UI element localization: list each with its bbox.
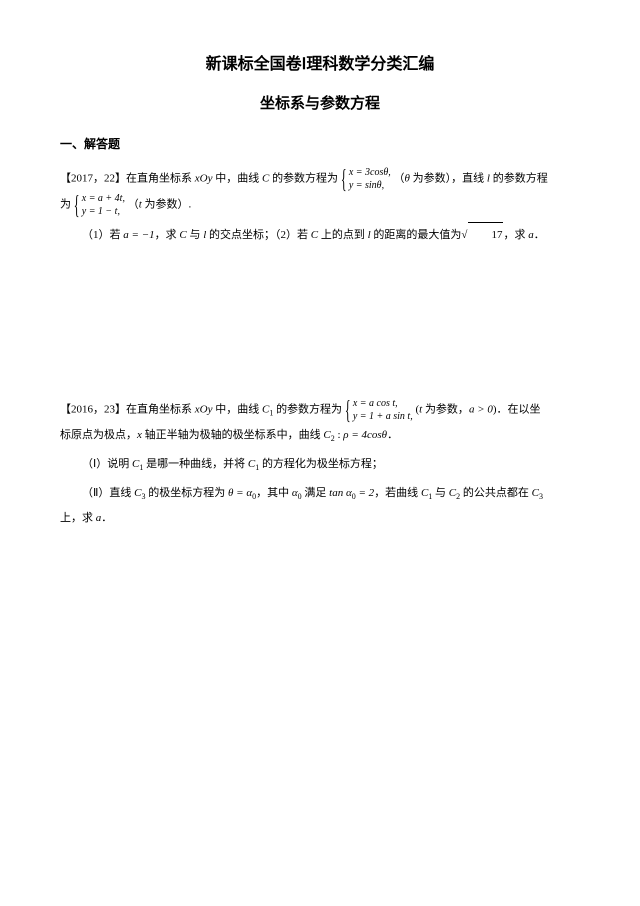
problem2-line-last: 上，求 a．: [60, 506, 580, 530]
tan-alpha0: tan α: [329, 487, 352, 499]
problem-line-2: 为 x = a + 4t, y = 1 − t, （t 为参数）.: [60, 192, 580, 218]
document-page: 新课标全国卷Ⅰ理科数学分类汇编 坐标系与参数方程 一、解答题 【2017，22】…: [0, 0, 640, 906]
problem-2016-23: 【2016，23】在直角坐标系 xOy 中，曲线 C1 的参数方程为 x = a…: [60, 397, 580, 530]
problem2-line-1: 【2016，23】在直角坐标系 xOy 中，曲线 C1 的参数方程为 x = a…: [60, 397, 580, 423]
a-gt-0: a > 0: [469, 404, 493, 416]
var-C2: C: [323, 429, 330, 441]
vertical-spacer: [60, 257, 580, 397]
problem-tag: 【2016，23】: [60, 404, 126, 416]
param-eq-line-l: x = a + 4t, y = 1 − t,: [74, 192, 125, 218]
problem-questions: （1）若 a = −1，求 C 与 l 的交点坐标；（2）若 C 上的点到 l …: [60, 222, 580, 247]
problem2-q1: （Ⅰ）说明 C1 是哪一种曲线，并将 C1 的方程化为极坐标方程；: [60, 452, 580, 477]
problem-tag: 【2017，22】: [60, 173, 126, 185]
sqrt-icon: [461, 229, 467, 241]
problem-2017-22: 【2017，22】在直角坐标系 xOy 中，曲线 C 的参数方程为 x = 3c…: [60, 166, 580, 247]
param-eq-curve-C1: x = a cos t, y = 1 + a sin t,: [345, 397, 413, 423]
sub-title: 坐标系与参数方程: [60, 92, 580, 113]
problem2-q2: （Ⅱ）直线 C3 的极坐标方程为 θ = α0，其中 α0 满足 tan α0 …: [60, 481, 580, 506]
sqrt-17: 17: [468, 222, 503, 247]
var-C3: C: [134, 487, 141, 499]
var-xOy: xOy: [195, 173, 213, 185]
eq-a-neg1: a = −1: [123, 229, 154, 241]
param-eq-curve-C: x = 3cosθ, y = sinθ,: [341, 166, 391, 192]
main-title: 新课标全国卷Ⅰ理科数学分类汇编: [60, 50, 580, 74]
problem-line-1: 【2017，22】在直角坐标系 xOy 中，曲线 C 的参数方程为 x = 3c…: [60, 166, 580, 192]
section-heading: 一、解答题: [60, 135, 580, 152]
var-xOy: xOy: [195, 404, 213, 416]
problem2-line-2: 标原点为极点，x 轴正半轴为极轴的极坐标系中，曲线 C2 : ρ = 4cosθ…: [60, 423, 580, 448]
theta-eq-alpha0: θ = α: [228, 487, 252, 499]
